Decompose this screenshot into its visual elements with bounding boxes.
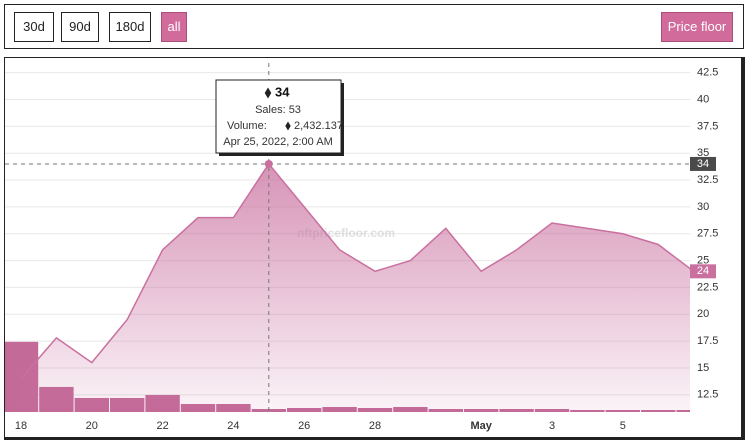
range-button[interactable]: 90d bbox=[61, 12, 99, 42]
x-tick-label: 3 bbox=[549, 420, 555, 432]
y-tick-label: 27.5 bbox=[697, 228, 718, 240]
x-tick-label: 20 bbox=[86, 420, 98, 432]
tooltip-volume: 2,432.137 bbox=[294, 120, 343, 132]
chart-panel bbox=[4, 57, 745, 440]
metric-button[interactable]: Price floor bbox=[661, 12, 733, 42]
y-tick-label: 37.5 bbox=[697, 120, 718, 132]
eth-icon bbox=[264, 87, 272, 99]
y-tick-label: 35 bbox=[697, 147, 709, 159]
x-tick-label: 22 bbox=[156, 420, 168, 432]
tooltip bbox=[215, 79, 342, 154]
eth-icon bbox=[285, 121, 291, 131]
y-tick-label: 15 bbox=[697, 362, 709, 374]
toolbar bbox=[4, 4, 744, 49]
y-tick-label: 20 bbox=[697, 308, 709, 320]
crosshair-label-box bbox=[690, 156, 716, 171]
x-tick-label: 28 bbox=[369, 420, 381, 432]
price-line bbox=[20, 162, 690, 380]
tooltip-date: Apr 25, 2022, 2:00 AM bbox=[223, 136, 332, 148]
x-tick-label: 26 bbox=[298, 420, 310, 432]
x-tick-label: 18 bbox=[15, 420, 27, 432]
y-tick-label: 22.5 bbox=[697, 281, 718, 293]
y-tick-label: 32.5 bbox=[697, 174, 718, 186]
price-area bbox=[21, 163, 690, 412]
x-tick-label: May bbox=[470, 420, 492, 432]
range-button[interactable]: 180d bbox=[109, 12, 151, 42]
tooltip-sales: Sales: 53 bbox=[255, 104, 301, 116]
last-value-label: 24 bbox=[697, 265, 709, 277]
y-tick-label: 25 bbox=[697, 254, 709, 266]
x-tick-label: 5 bbox=[620, 420, 626, 432]
y-tick-label: 42.5 bbox=[697, 67, 718, 79]
crosshair-label: 34 bbox=[697, 158, 709, 170]
y-tick-label: 30 bbox=[697, 201, 709, 213]
range-button[interactable]: 30d bbox=[14, 12, 54, 42]
tooltip-volume-label: Volume: bbox=[227, 120, 267, 132]
range-button[interactable]: all bbox=[161, 12, 187, 42]
plot: nftpricefloor.com bbox=[5, 162, 690, 412]
x-tick-label: 24 bbox=[227, 420, 239, 432]
hover-point bbox=[264, 159, 273, 168]
tooltip-price: 34 bbox=[275, 84, 290, 99]
y-tick-label: 17.5 bbox=[697, 335, 718, 347]
y-tick-label: 12.5 bbox=[697, 389, 718, 401]
y-tick-label: 40 bbox=[697, 93, 709, 105]
last-value-box bbox=[690, 264, 716, 279]
